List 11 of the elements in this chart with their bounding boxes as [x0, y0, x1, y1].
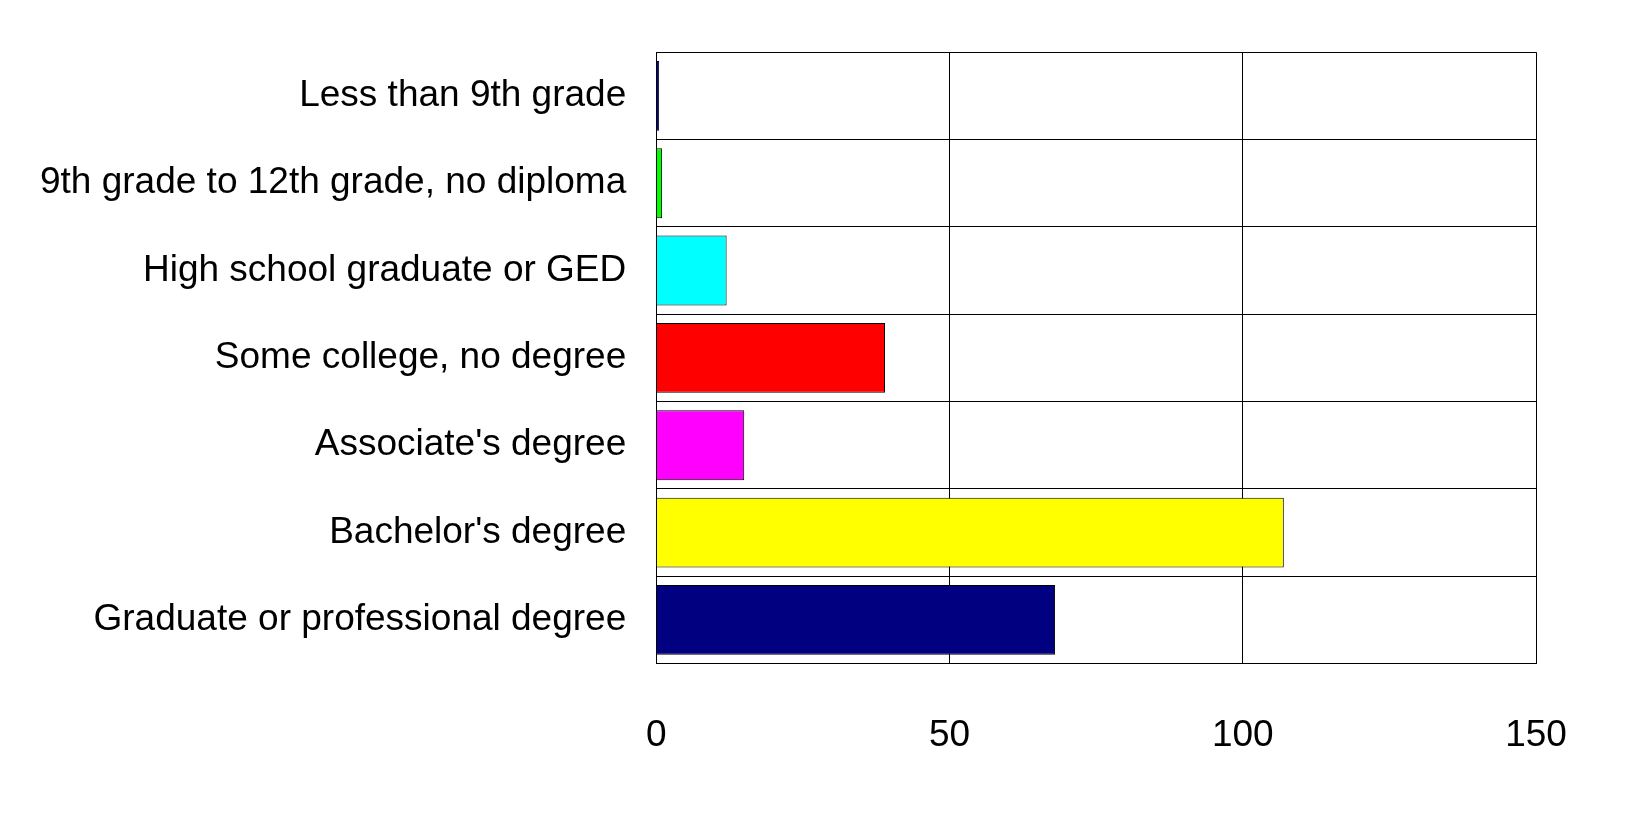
x-tick-label: 150	[1505, 713, 1567, 754]
y-tick-label: 9th grade to 12th grade, no diploma	[39, 160, 627, 202]
y-tick-label: Graduate or professional degree	[93, 597, 627, 639]
x-tick-label: 50	[928, 713, 971, 754]
y-tick-label: Associate's degree	[314, 422, 627, 464]
y-tick-label: Less than 9th grade	[299, 73, 627, 115]
x-tick-label: 100	[1211, 713, 1274, 754]
x-tick-label: 0	[645, 713, 667, 754]
y-tick-label: Some college, no degree	[214, 335, 627, 377]
y-tick-label: High school graduate or GED	[142, 247, 627, 289]
y-tick-label: Bachelor's degree	[329, 509, 627, 551]
